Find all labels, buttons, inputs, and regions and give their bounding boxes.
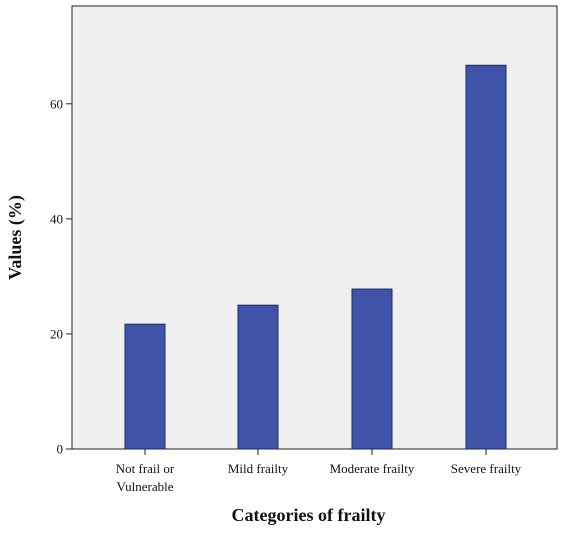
y-tick-label: 40	[50, 211, 63, 226]
x-tick-label: Mild frailty	[228, 461, 289, 476]
x-tick-label: Not frail or	[116, 461, 175, 476]
bar-0	[124, 323, 166, 450]
x-tick-label: Vulnerable	[117, 479, 174, 494]
x-tick-label: Severe frailty	[451, 461, 522, 476]
y-tick-label: 0	[57, 442, 64, 457]
bar-3	[465, 64, 507, 450]
y-axis-title: Values (%)	[5, 195, 26, 280]
x-tick-label: Moderate frailty	[330, 461, 415, 476]
y-tick-label: 60	[50, 96, 63, 111]
x-axis-title: Categories of frailty	[232, 505, 386, 525]
y-tick-label: 20	[50, 326, 63, 341]
y-axis-ticks: 0 20 40 60	[50, 96, 72, 457]
bar-1	[237, 304, 279, 450]
bar-2	[351, 288, 393, 450]
bar-group	[124, 64, 507, 450]
x-axis-ticks: Not frail or Vulnerable Mild frailty Modera…	[116, 449, 522, 494]
